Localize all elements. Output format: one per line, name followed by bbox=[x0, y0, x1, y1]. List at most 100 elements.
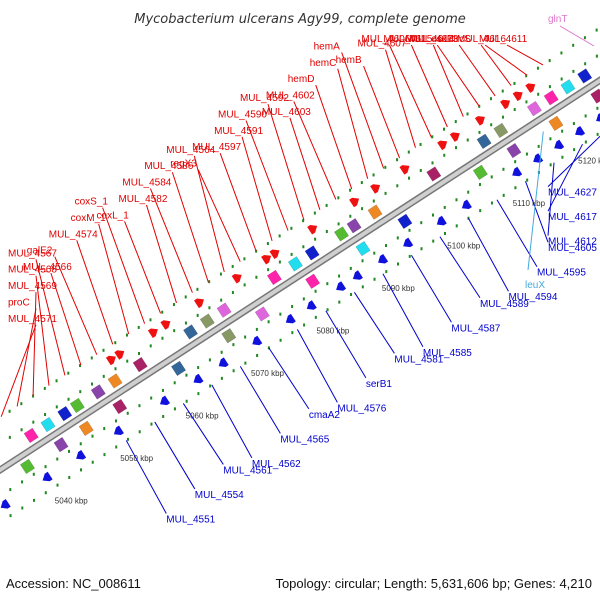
guide-dot bbox=[137, 352, 140, 356]
reverse-gene-label: MUL_4587 bbox=[451, 323, 500, 334]
guide-dot bbox=[138, 404, 141, 408]
forward-feature-box bbox=[57, 405, 73, 422]
forward-leader-line bbox=[0, 324, 37, 417]
guide-dot bbox=[537, 92, 540, 96]
forward-feature-box bbox=[23, 427, 39, 444]
guide-dot bbox=[596, 106, 599, 110]
forward-leader-line bbox=[54, 256, 98, 355]
forward-leader-line bbox=[388, 44, 432, 138]
forward-gene-label: coxL_1 bbox=[97, 210, 130, 221]
guide-dot bbox=[572, 69, 575, 73]
rrna-leader-line bbox=[559, 25, 595, 47]
reverse-cds-arrow bbox=[352, 270, 363, 280]
forward-gene-label: MUL_4606 bbox=[361, 34, 410, 45]
guide-dot bbox=[349, 266, 352, 270]
reverse-gene-label: MUL_4585 bbox=[423, 348, 472, 359]
forward-cds-arrow bbox=[525, 83, 536, 93]
reverse-cds-arrow bbox=[512, 166, 523, 177]
reverse-cds-arrow bbox=[378, 254, 389, 264]
forward-leader-line bbox=[289, 117, 321, 210]
guide-dot bbox=[466, 138, 469, 142]
guide-dot bbox=[244, 361, 247, 365]
guide-dot bbox=[303, 323, 306, 327]
guide-dot bbox=[514, 160, 517, 164]
kbp-tick-label: 5070 kbp bbox=[251, 369, 284, 378]
guide-dot bbox=[278, 260, 281, 264]
guide-dot bbox=[91, 434, 94, 438]
forward-gene-label: coxS_1 bbox=[75, 197, 109, 208]
reverse-gene-label: MUL_4589 bbox=[480, 299, 529, 310]
forward-leader-line bbox=[98, 223, 130, 335]
guide-dot bbox=[420, 221, 423, 225]
guide-dot bbox=[184, 321, 187, 325]
forward-feature-box bbox=[266, 269, 282, 286]
guide-dot bbox=[407, 150, 410, 154]
guide-dot bbox=[232, 343, 235, 347]
reverse-gene-label: MUL_4554 bbox=[195, 490, 244, 501]
guide-dot bbox=[149, 344, 152, 348]
reverse-cds-arrow bbox=[575, 126, 586, 136]
guide-dot bbox=[501, 89, 504, 93]
guide-dot bbox=[79, 364, 82, 368]
reverse-gene-label: MUL_4605 bbox=[548, 243, 597, 254]
reverse-gene-label: MUL_4562 bbox=[252, 459, 301, 470]
forward-leader-line bbox=[385, 49, 416, 148]
forward-gene-label: MUL_4592 bbox=[240, 93, 289, 104]
guide-dot bbox=[20, 428, 23, 432]
rrna-gene-label: glnT bbox=[548, 14, 567, 25]
reverse-feature-box bbox=[305, 273, 321, 289]
guide-dot bbox=[33, 498, 36, 502]
kbp-tick-label: 5080 kbp bbox=[316, 327, 349, 336]
forward-cds-arrow bbox=[349, 197, 360, 208]
guide-dot bbox=[56, 457, 59, 461]
guide-dot bbox=[384, 191, 387, 195]
reverse-cds-arrow bbox=[193, 373, 204, 384]
guide-dot bbox=[489, 97, 492, 101]
guide-dot bbox=[90, 356, 93, 360]
forward-cds-arrow bbox=[261, 255, 272, 265]
reverse-leader-line bbox=[211, 384, 253, 459]
guide-dot bbox=[138, 430, 141, 434]
kbp-tick-label: 5060 kbp bbox=[186, 412, 219, 421]
forward-gene-label: MUL_4564 bbox=[166, 145, 215, 156]
forward-leader-line bbox=[458, 44, 496, 97]
forward-cds-arrow bbox=[449, 132, 460, 142]
reverse-leader-line bbox=[468, 218, 509, 292]
guide-dot bbox=[431, 161, 434, 165]
guide-dot bbox=[302, 219, 305, 223]
forward-leader-line bbox=[267, 103, 305, 221]
guide-dot bbox=[137, 325, 140, 329]
reverse-feature-box bbox=[112, 398, 128, 415]
genome-summary-text: Topology: circular; Length: 5,631,606 bp… bbox=[275, 576, 592, 591]
forward-gene-label: hemB bbox=[336, 55, 362, 66]
guide-dot bbox=[338, 274, 341, 278]
guide-dot bbox=[537, 144, 540, 148]
forward-gene-label: MUL_4591 bbox=[214, 126, 263, 137]
guide-dot bbox=[44, 465, 47, 469]
forward-leader-line bbox=[506, 44, 544, 66]
reverse-feature-box bbox=[590, 88, 600, 104]
reverse-feature-box bbox=[355, 240, 371, 257]
guide-dot bbox=[126, 359, 129, 363]
guide-dot bbox=[478, 183, 481, 187]
guide-dot bbox=[384, 165, 387, 169]
guide-dot bbox=[9, 514, 12, 518]
guide-dot bbox=[560, 51, 563, 55]
reverse-leader-line bbox=[547, 162, 555, 236]
guide-dot bbox=[231, 291, 234, 295]
reverse-gene-label: MUL_4612 bbox=[548, 237, 597, 248]
guide-dot bbox=[79, 390, 82, 394]
guide-dot bbox=[173, 381, 176, 385]
reverse-cds-arrow bbox=[533, 153, 544, 163]
forward-cds-arrow bbox=[231, 274, 242, 284]
trna-leader-line bbox=[527, 131, 544, 271]
guide-dot bbox=[185, 373, 188, 377]
guide-dot bbox=[126, 437, 129, 441]
guide-dot bbox=[126, 411, 129, 415]
guide-dot bbox=[21, 480, 24, 484]
guide-dot bbox=[561, 155, 564, 159]
guide-dot bbox=[290, 252, 293, 256]
forward-gene-label: MUL_4614 bbox=[405, 34, 454, 45]
reverse-gene-label: MUL_4565 bbox=[280, 434, 329, 445]
reverse-feature-box bbox=[254, 306, 270, 322]
